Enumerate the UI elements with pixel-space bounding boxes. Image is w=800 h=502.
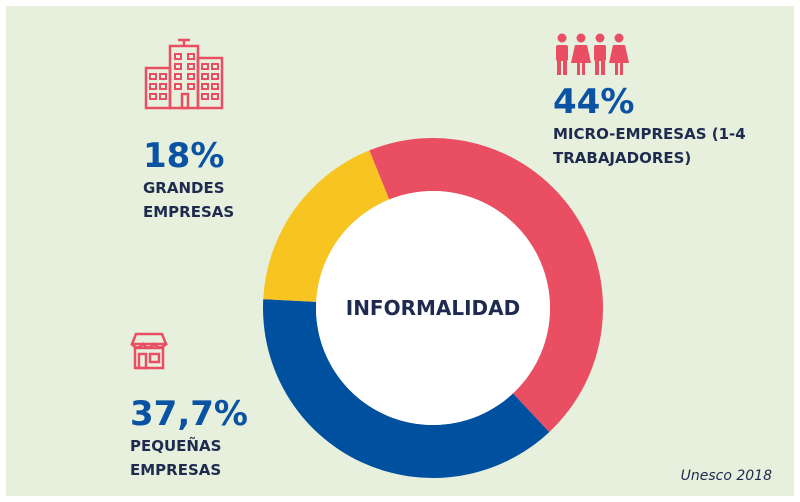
people-icon [556,33,629,75]
large-label: GRANDES EMPRESAS [143,179,235,221]
donut-segment [263,299,550,479]
donut-segment [263,150,390,302]
small-label: PEQUEÑAS EMPRESAS [130,437,222,479]
micro-value: 44% [553,82,635,122]
center-label: INFORMALIDAD [346,296,521,320]
buildings-icon [144,38,224,110]
small-value: 37,7% [130,394,248,434]
donut-segment [369,137,604,433]
store-icon [130,332,168,370]
large-value: 18% [143,136,225,176]
donut-hole [316,191,550,425]
source: Unesco 2018 [680,468,772,484]
micro-label: MICRO-EMPRESAS (1-4 TRABAJADORES) [553,125,746,167]
